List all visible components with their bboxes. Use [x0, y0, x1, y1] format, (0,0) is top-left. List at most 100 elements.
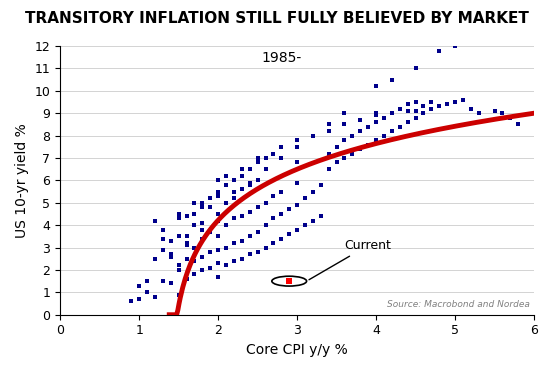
- Point: [309, 218, 317, 224]
- Point: [261, 222, 270, 228]
- Point: [166, 254, 175, 260]
- Point: [309, 133, 317, 139]
- Point: [174, 292, 183, 298]
- Point: [356, 146, 365, 152]
- Point: [269, 151, 278, 157]
- Point: [419, 110, 428, 116]
- Point: [395, 106, 404, 112]
- Point: [277, 235, 286, 241]
- Point: [324, 166, 333, 172]
- Point: [277, 144, 286, 150]
- Point: [261, 200, 270, 206]
- Point: [213, 260, 222, 266]
- Point: [506, 115, 515, 121]
- Point: [213, 247, 222, 253]
- Point: [403, 108, 412, 114]
- Point: [372, 110, 380, 116]
- Point: [364, 142, 373, 148]
- X-axis label: Core CPI y/y %: Core CPI y/y %: [246, 343, 348, 357]
- Point: [229, 258, 238, 264]
- Point: [269, 215, 278, 221]
- Point: [246, 251, 254, 257]
- Point: [269, 240, 278, 246]
- Point: [150, 218, 159, 224]
- Point: [293, 137, 301, 143]
- Point: [466, 106, 475, 112]
- Point: [206, 195, 215, 201]
- Point: [213, 274, 222, 280]
- Point: [285, 231, 294, 237]
- Point: [237, 186, 246, 192]
- Point: [277, 189, 286, 195]
- Point: [364, 124, 373, 129]
- Point: [261, 166, 270, 172]
- Y-axis label: US 10-yr yield %: US 10-yr yield %: [15, 123, 29, 238]
- Point: [372, 119, 380, 125]
- Point: [340, 121, 349, 127]
- Point: [237, 256, 246, 262]
- Point: [182, 276, 191, 282]
- Point: [182, 233, 191, 239]
- Point: [253, 204, 262, 210]
- Point: [237, 213, 246, 219]
- Point: [395, 124, 404, 129]
- Point: [340, 110, 349, 116]
- Point: [174, 215, 183, 221]
- Point: [324, 151, 333, 157]
- Point: [174, 267, 183, 273]
- Point: [213, 233, 222, 239]
- Point: [190, 211, 199, 217]
- Point: [253, 155, 262, 161]
- Point: [222, 244, 231, 250]
- Point: [182, 240, 191, 246]
- Point: [451, 43, 460, 49]
- Point: [261, 244, 270, 250]
- Point: [206, 229, 215, 235]
- Text: Source: Macrobond and Nordea: Source: Macrobond and Nordea: [387, 300, 530, 309]
- Point: [237, 173, 246, 179]
- Point: [379, 133, 388, 139]
- Point: [206, 249, 215, 255]
- Point: [309, 133, 317, 139]
- Point: [293, 144, 301, 150]
- Point: [451, 99, 460, 105]
- Point: [198, 227, 207, 232]
- Point: [419, 103, 428, 109]
- Point: [388, 110, 397, 116]
- Point: [269, 193, 278, 199]
- Point: [379, 115, 388, 121]
- Point: [206, 265, 215, 271]
- Point: [285, 206, 294, 212]
- Point: [127, 298, 135, 304]
- Point: [474, 110, 483, 116]
- Point: [293, 180, 301, 186]
- Point: [198, 200, 207, 206]
- Point: [293, 202, 301, 208]
- Point: [490, 108, 499, 114]
- Point: [222, 182, 231, 188]
- Point: [324, 128, 333, 134]
- Point: [143, 289, 152, 295]
- Point: [190, 244, 199, 250]
- Point: [458, 97, 467, 103]
- Point: [213, 189, 222, 195]
- Point: [340, 155, 349, 161]
- Point: [158, 278, 167, 284]
- Point: [166, 238, 175, 244]
- Point: [316, 213, 325, 219]
- Point: [190, 200, 199, 206]
- Point: [198, 204, 207, 210]
- Point: [135, 283, 144, 289]
- Point: [190, 272, 199, 278]
- Point: [174, 263, 183, 269]
- Point: [427, 106, 436, 112]
- Point: [372, 112, 380, 118]
- Point: [190, 222, 199, 228]
- Point: [293, 227, 301, 232]
- Point: [356, 128, 365, 134]
- Point: [246, 180, 254, 186]
- Point: [213, 193, 222, 199]
- Point: [198, 220, 207, 226]
- Point: [277, 211, 286, 217]
- Point: [158, 227, 167, 232]
